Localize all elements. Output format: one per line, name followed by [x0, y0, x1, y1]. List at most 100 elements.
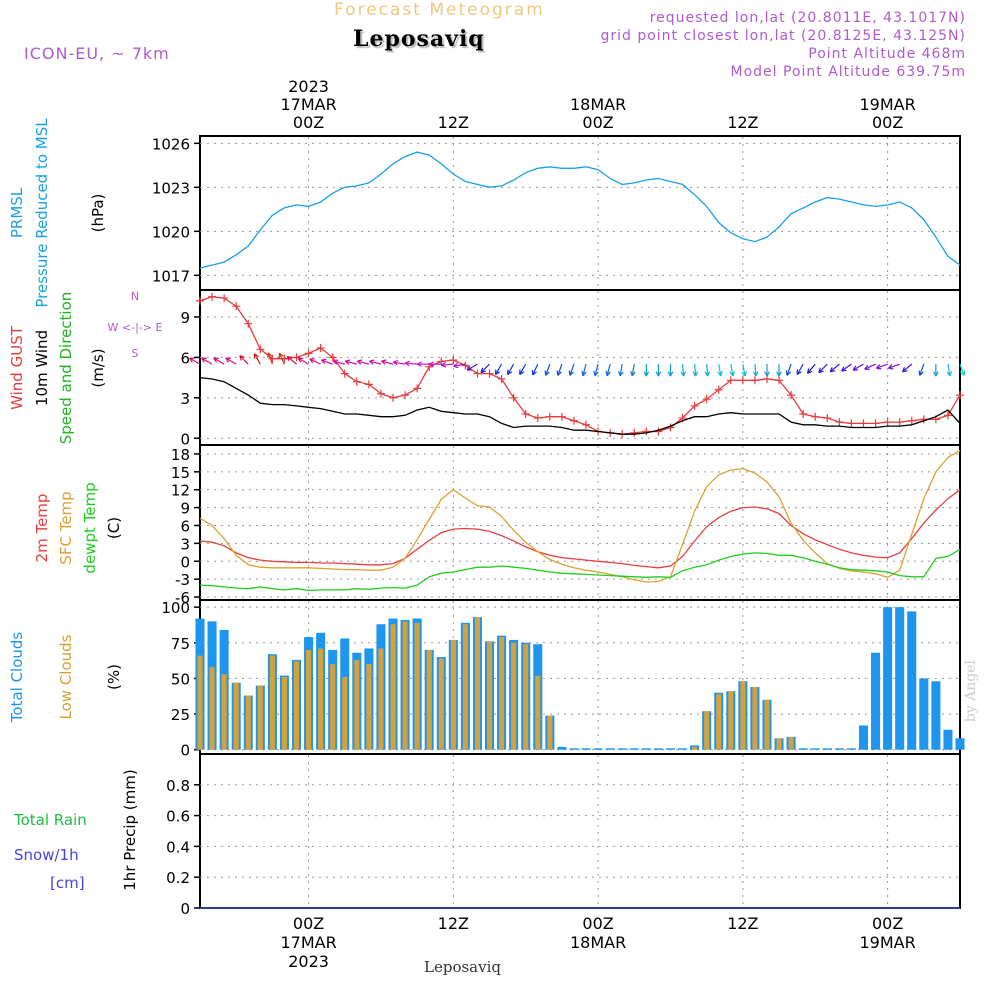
- label-sfc-temp: SFC Temp: [57, 491, 75, 564]
- gust-marker: [799, 410, 808, 418]
- wind-direction-arrowhead: [852, 365, 859, 371]
- gust-marker: [497, 374, 506, 383]
- wind-direction-arrowhead: [704, 371, 711, 377]
- wind-direction-arrowhead: [531, 369, 538, 376]
- gust-marker: [292, 353, 301, 362]
- y-tick-label: 3: [180, 390, 190, 408]
- wind-direction-arrow: [532, 363, 539, 376]
- wind-direction-arrowhead: [717, 370, 723, 377]
- time-axis-top: 202317MAR00Z12Z18MAR00Z12Z19MAR00Z12Z: [280, 77, 916, 132]
- total-cloud-bar: [931, 681, 941, 750]
- wind-direction-arrow: [309, 358, 321, 365]
- gust-marker: [775, 376, 784, 385]
- low-cloud-bar: [197, 655, 203, 750]
- total-cloud-bar: [678, 748, 688, 750]
- series-line-10m-wind: [199, 376, 961, 435]
- label-pressure-msl: Pressure Reduced to MSL: [33, 118, 51, 308]
- forecast-title: Forecast Meteogram: [334, 0, 545, 20]
- label-low-clouds: Low Clouds: [57, 634, 75, 719]
- time-label-top: 19MAR: [860, 95, 916, 114]
- wind-direction-arrow: [381, 360, 394, 365]
- total-cloud-bar: [605, 748, 615, 750]
- total-cloud-bar: [834, 748, 844, 750]
- wind-direction-arrow: [239, 355, 249, 365]
- gust-marker: [461, 361, 470, 370]
- wind-direction-arrowhead: [556, 370, 562, 376]
- gust-marker: [352, 377, 361, 386]
- gust-marker: [847, 419, 856, 428]
- wind-direction-arrow: [852, 363, 864, 371]
- gust-marker: [823, 414, 832, 423]
- time-label-top: 17MAR: [280, 95, 336, 114]
- y-tick-label: 6: [180, 349, 190, 367]
- time-label-top: 00Z: [872, 113, 903, 132]
- label-ms: (m/s): [89, 348, 107, 387]
- wind-direction-arrowhead: [544, 370, 550, 376]
- y-tick-label: 25: [171, 706, 190, 724]
- total-cloud-bar: [822, 748, 832, 750]
- time-label-bottom: 18MAR: [570, 933, 626, 952]
- label-percent: (%): [105, 664, 123, 690]
- panel-frame: [199, 135, 961, 291]
- wind-direction-arrow: [606, 363, 611, 376]
- wind-direction-arrow: [694, 364, 697, 377]
- wind-direction-arrow: [405, 362, 418, 365]
- total-cloud-bar: [919, 678, 929, 750]
- wind-direction-arrowhead: [356, 359, 363, 365]
- wind-direction-arrowhead: [864, 364, 870, 370]
- wind-direction-arrow: [297, 357, 309, 365]
- wind-direction-arrowhead: [239, 355, 245, 361]
- wind-direction-arrow: [189, 357, 201, 365]
- series-line-dewpt-temp: [199, 548, 961, 592]
- wind-direction-arrow: [706, 364, 709, 377]
- panel-frame: [199, 753, 961, 909]
- y-tick-label: 9: [180, 500, 190, 518]
- compass-west-east: W <-|-> E: [108, 321, 163, 334]
- low-cloud-bar: [330, 664, 336, 750]
- gust-marker: [268, 354, 277, 363]
- total-cloud-bar: [557, 746, 567, 750]
- wind-direction-arrowhead: [416, 361, 422, 367]
- panel-pressure: 1017 1020 1023 1026: [152, 135, 961, 291]
- low-cloud-bar: [221, 674, 227, 750]
- low-cloud-bar: [426, 649, 432, 750]
- low-cloud-bar: [487, 641, 493, 750]
- wind-direction-arrowhead: [507, 369, 513, 376]
- y-tick-label: 6: [180, 517, 190, 535]
- wind-direction-arrowhead: [320, 358, 327, 365]
- low-cloud-bar: [547, 715, 553, 750]
- wind-direction-arrow: [681, 364, 685, 377]
- wind-direction-arrow: [225, 357, 237, 365]
- low-cloud-bar: [306, 649, 312, 750]
- wind-direction-arrowhead: [806, 368, 813, 374]
- series-line-wind-gust: [199, 296, 961, 435]
- gust-marker: [642, 427, 651, 436]
- gust-marker: [835, 418, 844, 427]
- wind-direction-arrowhead: [213, 357, 219, 363]
- wind-direction-arrowhead: [309, 358, 315, 364]
- wind-direction-arrowhead: [933, 371, 939, 377]
- wind-direction-arrow: [545, 363, 551, 376]
- panel-clouds: 0 25 50 75 100: [161, 599, 965, 760]
- wind-direction-arrow: [278, 353, 285, 365]
- y-tick-label: 75: [171, 635, 190, 653]
- location-title: Leposaviq: [353, 26, 485, 52]
- total-cloud-bar: [629, 748, 639, 750]
- wind-direction-arrowhead: [776, 371, 782, 377]
- gust-marker: [545, 412, 554, 421]
- wind-direction-arrowhead: [605, 370, 611, 377]
- gust-marker: [895, 418, 904, 427]
- wind-direction-arrowhead: [918, 370, 924, 376]
- total-cloud-bar: [569, 748, 579, 750]
- wind-direction-arrow: [959, 363, 965, 376]
- wind-direction-arrow: [253, 353, 261, 365]
- y-tick-label: -6: [175, 589, 190, 607]
- wind-direction-arrowhead: [278, 352, 284, 359]
- low-cloud-bar: [342, 677, 348, 750]
- wind-direction-arrowhead: [829, 367, 836, 373]
- low-cloud-bar: [414, 622, 420, 750]
- footer-location: Leposaviq: [424, 958, 501, 976]
- wind-direction-arrow: [594, 363, 599, 376]
- wind-direction-arrowhead: [286, 355, 293, 362]
- gust-marker: [473, 369, 482, 378]
